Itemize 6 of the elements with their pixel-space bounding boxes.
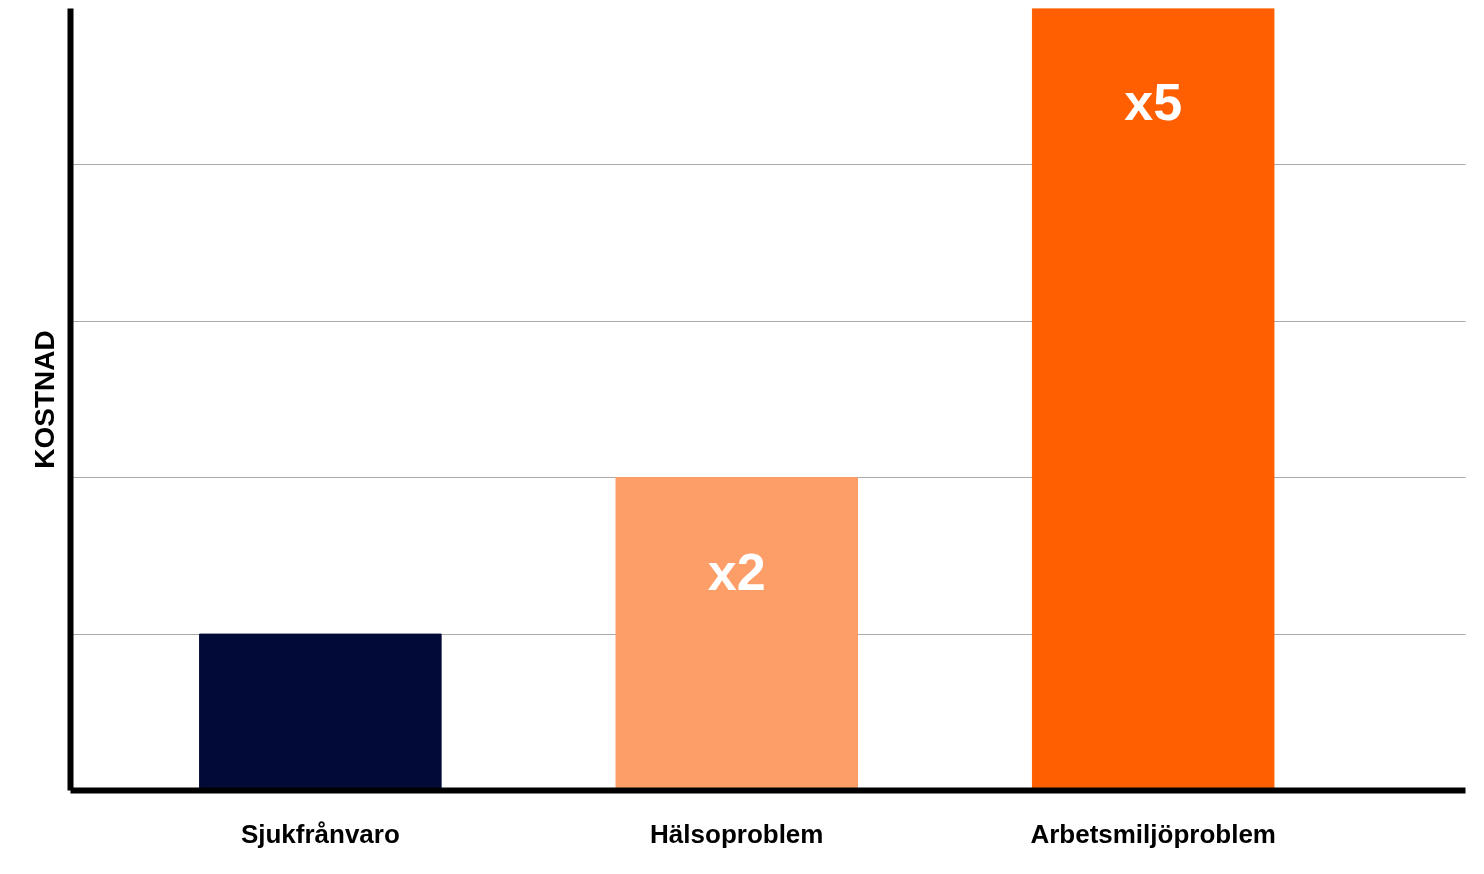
data-label: x5 bbox=[1124, 73, 1183, 132]
y-axis-title: KOSTNAD bbox=[28, 330, 60, 469]
x-tick-label: Arbetsmiljöproblem bbox=[1030, 818, 1276, 849]
data-label: x2 bbox=[707, 542, 766, 601]
x-tick-label: Hälsoproblem bbox=[650, 818, 824, 849]
x-tick-label: Sjukfrånvaro bbox=[240, 818, 400, 849]
